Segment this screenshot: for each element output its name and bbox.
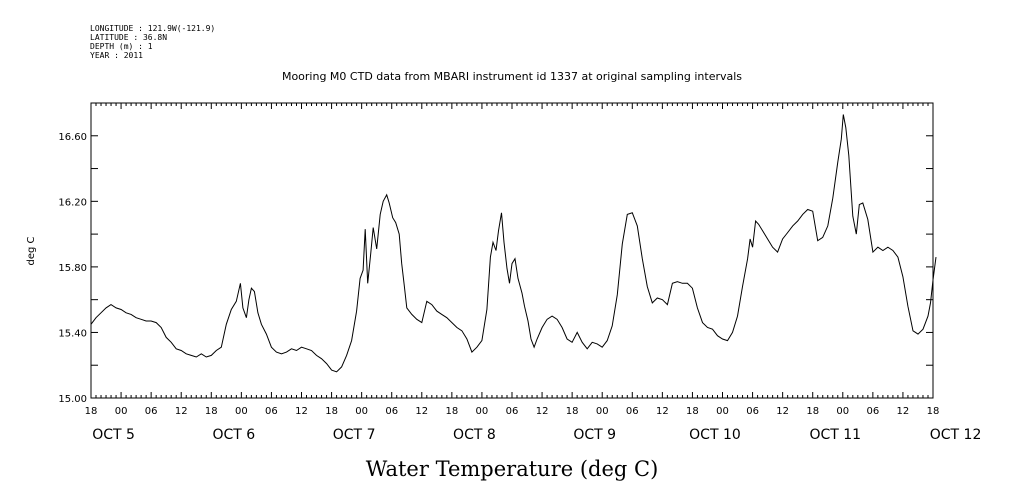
x-day-label: OCT 12 [930,427,982,443]
y-tick-label: 16.60 [58,132,87,143]
x-hour-label: 06 [866,406,879,417]
x-hour-label: 18 [566,406,579,417]
x-day-label: OCT 6 [212,427,255,443]
x-hour-label: 12 [897,406,910,417]
temperature-series-line [90,114,937,373]
x-day-labels: OCT 5 OCT 6 OCT 7 OCT 8 OCT 9 OCT 10 OCT 11 OCT… [92,427,981,443]
x-day-label: OCT 5 [92,427,135,443]
x-hour-label: 18 [686,406,699,417]
x-hour-label: 00 [115,406,128,417]
y-tick-label: 15.40 [58,328,87,339]
y-tick-label: 15.00 [58,394,87,405]
x-hour-label: 18 [806,406,819,417]
y-tick-label: 16.20 [58,197,87,208]
x-hour-label: 18 [445,406,458,417]
x-axis-title: Water Temperature (deg C) [366,457,659,481]
x-hour-label: 00 [596,406,609,417]
x-hour-label: 00 [836,406,849,417]
x-hour-label: 00 [476,406,489,417]
x-hour-label: 18 [927,406,940,417]
x-day-label: OCT 11 [809,427,861,443]
x-hour-label: 00 [235,406,248,417]
metadata-longitude: LONGITUDE : 121.9W(-121.9) [90,24,215,33]
x-hour-label: 18 [205,406,218,417]
y-axis-label: deg C [26,236,37,265]
chart-title: Mooring M0 CTD data from MBARI instrumen… [282,70,742,83]
x-day-label: OCT 10 [689,427,741,443]
metadata-latitude: LATITUDE : 36.8N [90,33,167,42]
y-tick-label: 15.80 [58,263,87,274]
x-hour-label: 12 [295,406,308,417]
x-hour-label: 06 [385,406,398,417]
x-hour-label: 18 [85,406,98,417]
x-hour-label: 00 [716,406,729,417]
x-hour-label: 06 [746,406,759,417]
x-hour-label: 12 [656,406,669,417]
x-hour-label: 06 [506,406,519,417]
x-tick-labels: 18 00 06 12 18 00 06 12 18 00 06 12 18 00 06 12 18 00 06 12… [85,406,940,417]
x-hour-label: 12 [776,406,789,417]
y-tick-labels: 15.00 15.40 15.80 16.20 16.60 [58,132,87,405]
plot-frame [90,102,934,399]
x-hour-label: 18 [325,406,338,417]
x-hour-label: 00 [355,406,368,417]
metadata-year: YEAR : 2011 [90,51,143,60]
x-hour-label: 12 [536,406,549,417]
x-hour-label: 12 [415,406,428,417]
x-hour-label: 06 [145,406,158,417]
x-hour-label: 06 [265,406,278,417]
x-day-label: OCT 7 [333,427,376,443]
x-hour-label: 12 [175,406,188,417]
x-day-label: OCT 9 [573,427,616,443]
metadata-block: LONGITUDE : 121.9W(-121.9) LATITUDE : 36… [90,24,215,60]
metadata-depth: DEPTH (m) : 1 [90,42,153,51]
x-hour-label: 06 [626,406,639,417]
x-day-label: OCT 8 [453,427,496,443]
axis-ticks [90,102,934,399]
